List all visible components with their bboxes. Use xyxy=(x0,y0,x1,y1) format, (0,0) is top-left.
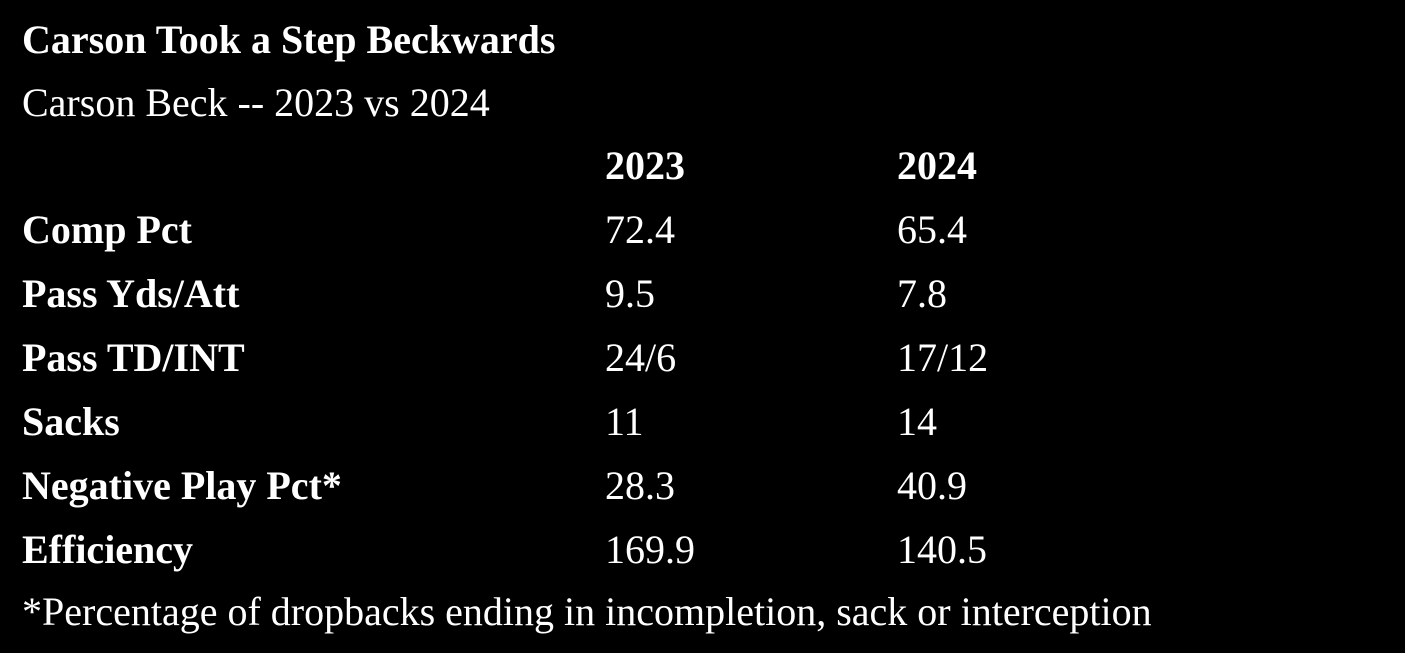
cell: 11 xyxy=(605,399,644,444)
cell: 9.5 xyxy=(605,271,655,316)
cell: 28.3 xyxy=(605,463,675,508)
cell: 65.4 xyxy=(897,207,967,252)
cell: 7.8 xyxy=(897,271,947,316)
cell: 72.4 xyxy=(605,207,675,252)
cell: 17/12 xyxy=(897,335,989,380)
row-label: Negative Play Pct* xyxy=(22,463,342,508)
row-label: Pass Yds/Att xyxy=(22,271,240,316)
column-header: 2023 xyxy=(605,143,685,188)
row-label: Efficiency xyxy=(22,527,194,572)
cell: 24/6 xyxy=(605,335,677,380)
cell: 40.9 xyxy=(897,463,967,508)
row-label: Comp Pct xyxy=(22,207,192,252)
footnote: *Percentage of dropbacks ending in incom… xyxy=(22,589,1152,634)
subtitle: Carson Beck -- 2023 vs 2024 xyxy=(22,80,490,125)
cell: 169.9 xyxy=(605,527,695,572)
row-label: Sacks xyxy=(22,399,120,444)
title: Carson Took a Step Beckwards xyxy=(22,17,556,62)
cell: 14 xyxy=(897,399,937,444)
cell: 140.5 xyxy=(897,527,987,572)
column-header: 2024 xyxy=(897,143,977,188)
row-label: Pass TD/INT xyxy=(22,335,245,380)
